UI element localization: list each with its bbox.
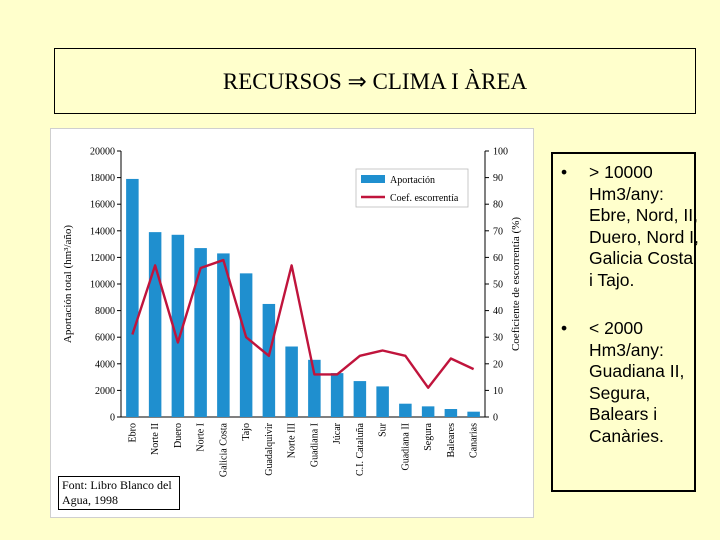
left-tick-label: 10000 [90, 280, 115, 291]
bar [376, 386, 389, 417]
left-axis-title: Aportación total (hm³/año) [62, 225, 74, 343]
bullet-text: < 2000 Hm3/any: Guadiana II, Segura, Bal… [589, 318, 685, 446]
category-label: Guadiana II [400, 423, 411, 470]
bar [467, 411, 480, 417]
bar [171, 234, 185, 417]
category-label: Segura [423, 422, 434, 450]
legend-line-label: Coef. escorrentía [390, 193, 459, 204]
title-box: RECURSOS ⇒ CLIMA I ÀREA [54, 48, 696, 114]
bar [194, 248, 207, 417]
source-note: Font: Libro Blanco del Agua, 1998 [58, 476, 180, 510]
combo-chart: 0 2000 4000 6000 8000 10000 12000 14000 16000 180… [62, 147, 522, 478]
left-tick-label: 2000 [95, 386, 115, 397]
right-tick-label: 90 [493, 173, 503, 184]
left-tick-label: 16000 [90, 200, 115, 211]
bar [330, 373, 344, 417]
legend-bar-label: Aportación [390, 175, 435, 186]
category-label: Norte I [196, 423, 207, 452]
bullet-marker: • [561, 318, 568, 338]
right-tick-label: 0 [493, 413, 498, 424]
right-tick-label: 20 [493, 359, 503, 370]
left-tick-label: 0 [110, 413, 115, 424]
right-tick-label: 60 [493, 253, 503, 264]
category-label: C.I. Cataluña [355, 422, 366, 476]
slide-title: RECURSOS ⇒ CLIMA I ÀREA [55, 69, 695, 95]
right-tick-label: 100 [493, 147, 508, 158]
bar [239, 273, 253, 417]
bar [262, 303, 276, 417]
left-tick-label: 12000 [90, 253, 115, 264]
bullet-marker: • [561, 162, 568, 182]
left-tick-label: 6000 [95, 333, 115, 344]
arrow-icon: ⇒ [347, 69, 367, 94]
bar [217, 253, 230, 417]
category-label: Galicia Costa [218, 422, 229, 477]
category-label: Guadalquivir [264, 422, 275, 475]
left-tick-label: 18000 [90, 173, 115, 184]
bar [399, 403, 412, 417]
right-tick-label: 30 [493, 333, 503, 344]
category-label: Duero [173, 423, 184, 448]
title-part-1: RECURSOS [222, 69, 342, 94]
bullet-text: > 10000 Hm3/any: Ebre, Nord, II, Duero, … [589, 162, 699, 290]
bar [308, 359, 321, 417]
left-tick-label: 14000 [90, 226, 115, 237]
category-label: Norte II [150, 423, 161, 455]
bullet-box: • > 10000 Hm3/any: Ebre, Nord, II, Duero… [551, 152, 699, 492]
bar [126, 178, 139, 417]
left-tick-label: 8000 [95, 306, 115, 317]
category-label: Guadiana I [309, 423, 320, 467]
category-label: Sur [378, 422, 389, 437]
left-tick-label: 4000 [95, 359, 115, 370]
category-label: Tajo [241, 423, 252, 441]
category-label: Júcar [332, 422, 343, 444]
category-label: Canarias [469, 423, 480, 458]
right-tick-label: 10 [493, 386, 503, 397]
right-tick-label: 70 [493, 226, 503, 237]
category-label: Baleares [446, 423, 457, 458]
bar [148, 232, 162, 417]
category-label: Norte III [287, 423, 298, 458]
right-axis-title: Coeficiente de escorrentía (%) [510, 217, 522, 351]
bar [421, 406, 435, 417]
bar [444, 409, 458, 417]
left-tick-label: 20000 [90, 147, 115, 158]
right-tick-label: 40 [493, 306, 503, 317]
bar [353, 381, 367, 417]
right-tick-label: 80 [493, 200, 503, 211]
bar [285, 346, 298, 417]
category-label: Ebro [127, 423, 138, 442]
title-part-2: CLIMA I ÀREA [372, 69, 528, 94]
legend-bar-swatch [361, 175, 385, 183]
right-tick-label: 50 [493, 280, 503, 291]
chart-panel: 0 2000 4000 6000 8000 10000 12000 14000 16000 180… [50, 128, 534, 518]
coef-line [131, 258, 475, 389]
